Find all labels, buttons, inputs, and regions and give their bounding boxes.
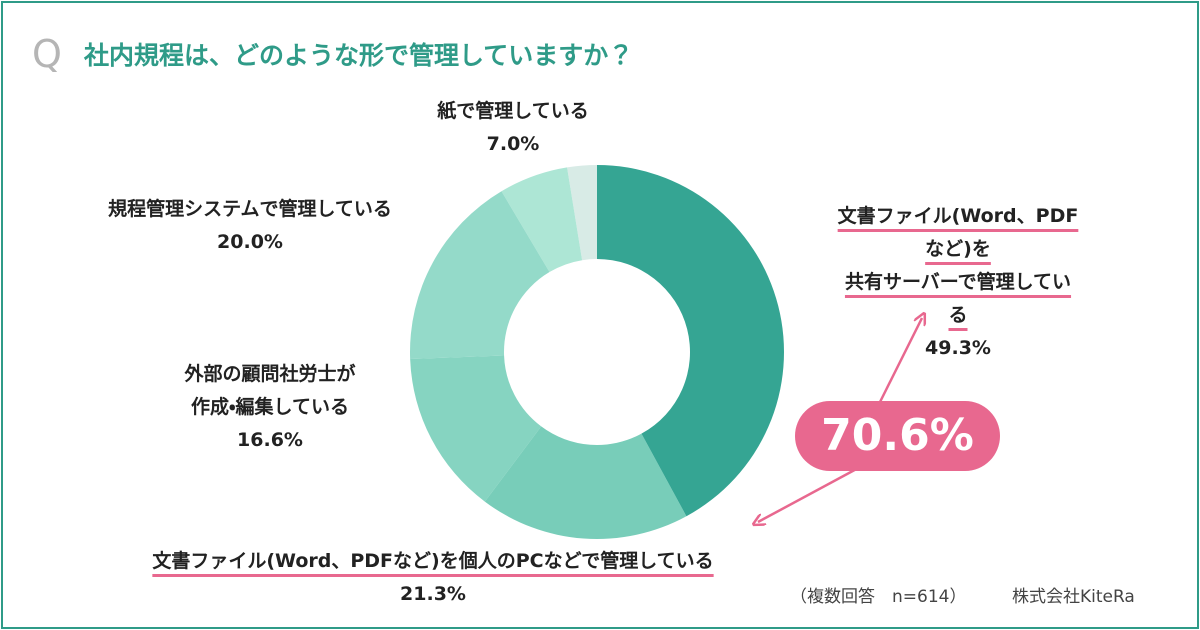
source: 株式会社KiteRa (1012, 587, 1135, 607)
value-label: 21.3% (400, 583, 466, 605)
slice-label: 文書ファイル(Word、PDFなど)を個人のPCなどで管理している 21.3% (152, 545, 713, 611)
category-label: 外部の顧問社労士が 作成・編集している (184, 363, 356, 418)
category-label: 紙で管理している (437, 100, 589, 122)
note: （複数回答 n=614） (790, 587, 967, 607)
donut-slice (484, 426, 687, 539)
slice-label: 紙で管理している 7.0% (437, 95, 588, 161)
donut-slice (410, 191, 550, 360)
donut-slice (597, 165, 785, 517)
arrow (758, 464, 863, 522)
category-label: 規程管理システムで管理している (108, 198, 392, 220)
value-label: 20.0% (217, 231, 283, 253)
question-mark: Q (32, 32, 62, 76)
category-label: 文書ファイル(Word、PDFなど)を 共有サーバーで管理している (837, 205, 1079, 326)
donut-slice (501, 167, 583, 273)
highlight-badge: 70.6% (795, 401, 1000, 471)
category-label: 文書ファイル(Word、PDFなど)を個人のPCなどで管理している (152, 550, 714, 572)
donut-slice (410, 355, 542, 502)
slice-label: 文書ファイル(Word、PDFなど)を 共有サーバーで管理している 49.3% (837, 200, 1079, 365)
donut-slice (567, 165, 597, 261)
chart-title: 社内規程は、どのような形で管理していますか？ (84, 41, 634, 70)
slice-label: 規程管理システムで管理している 20.0% (108, 193, 392, 259)
slice-label: 外部の顧問社労士が 作成・編集している 16.6% (184, 358, 355, 457)
value-label: 7.0% (486, 133, 540, 155)
value-label: 16.6% (237, 429, 303, 451)
value-label: 49.3% (925, 337, 991, 359)
arrow (878, 318, 922, 403)
